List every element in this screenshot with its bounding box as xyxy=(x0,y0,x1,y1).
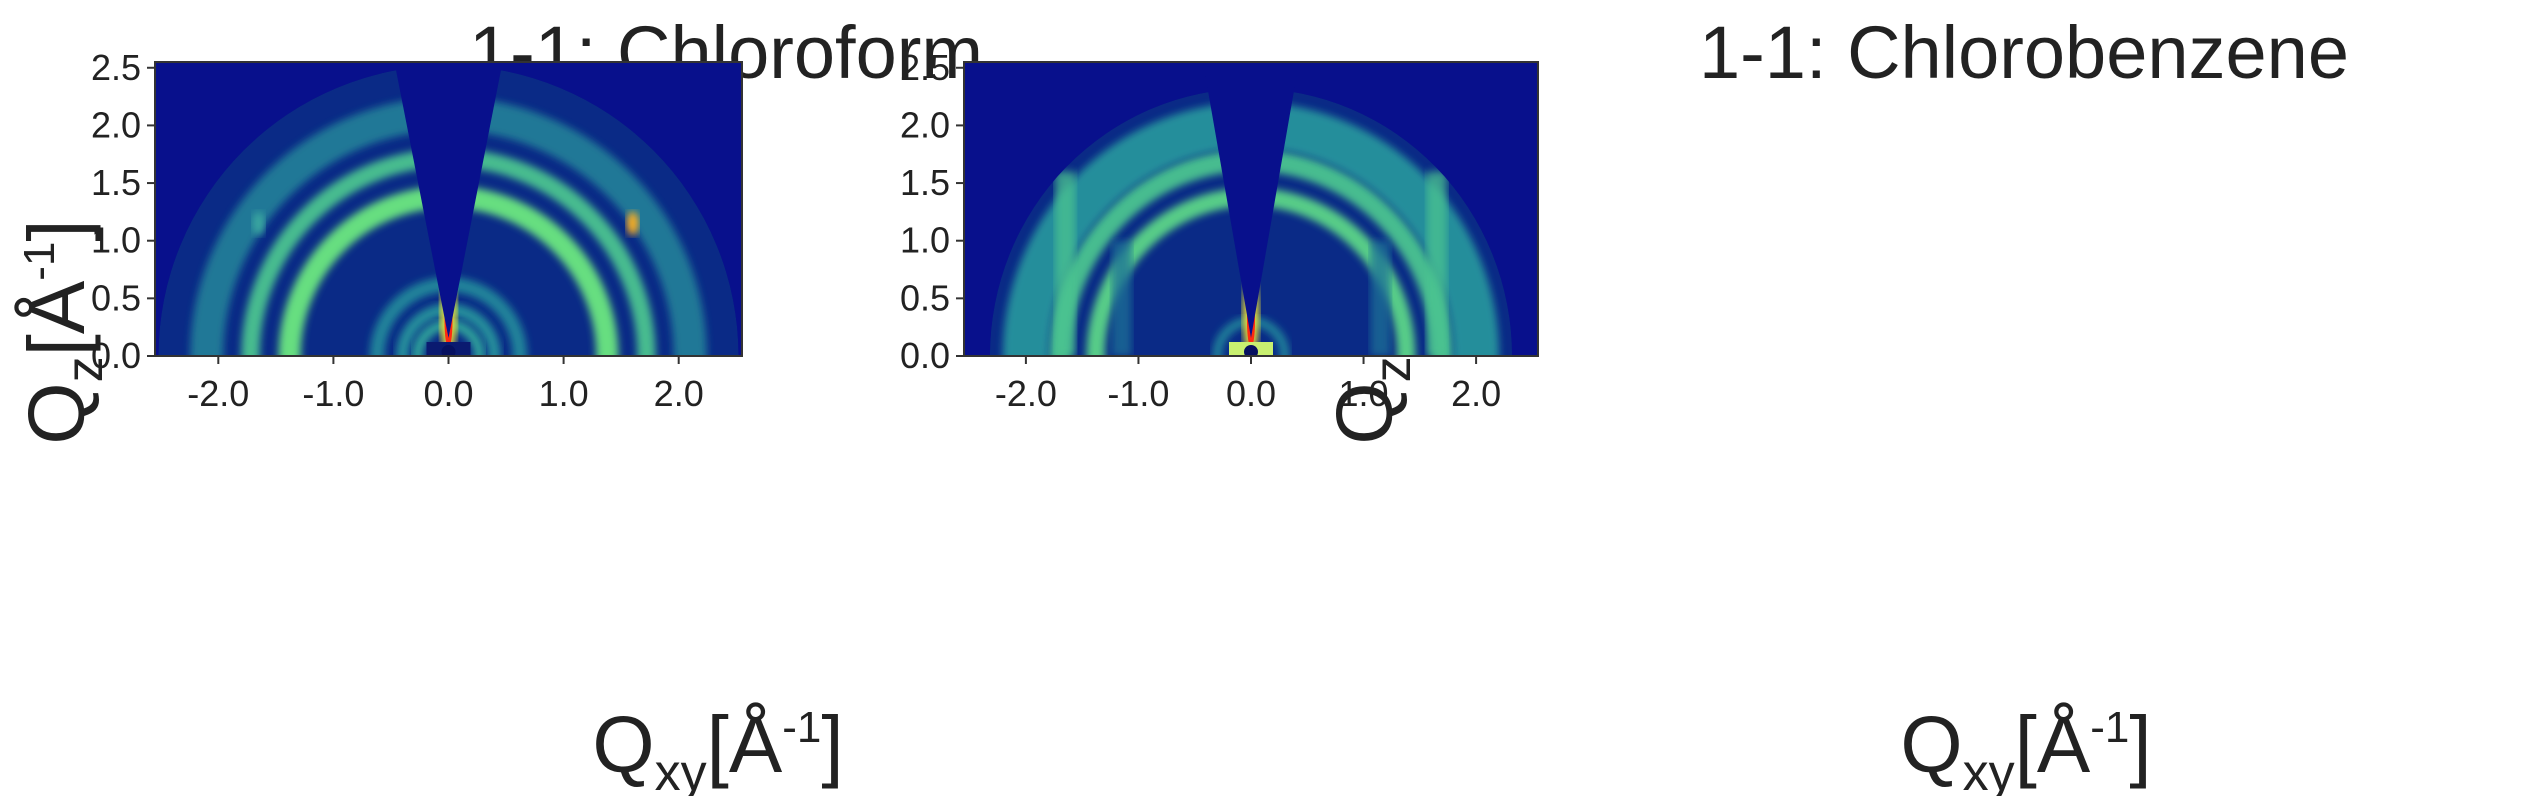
plot-area: -2.0 -1.0 0.0 1.0 2.0 0.0 0.5 1.0 1.5 2.0 2.5 xyxy=(91,47,743,414)
rod-0 xyxy=(1055,171,1076,356)
x-tick-label: -2.0 xyxy=(187,373,249,414)
rod-3 xyxy=(1370,240,1391,356)
xlabel: Qxy[Å-1] xyxy=(1900,700,2151,796)
y-tick-label: 1.0 xyxy=(91,220,141,261)
y-tick-label: 1.5 xyxy=(91,162,141,203)
x-tick-label: 1.0 xyxy=(539,373,589,414)
x-tick-label: 0.0 xyxy=(423,373,473,414)
y-tick-label: 2.5 xyxy=(91,47,141,88)
rod-2 xyxy=(1111,240,1132,356)
plot-area: -2.0 -1.0 0.0 1.0 2.0 0.0 0.5 1.0 1.5 2.0 2.5 xyxy=(900,47,1539,414)
svg-text:Qz[Å-1]: Qz[Å-1] xyxy=(12,219,114,444)
y-tick-label: 2.0 xyxy=(91,104,141,145)
x-tick-label: 2.0 xyxy=(1451,373,1501,414)
y-tick-label: 1.0 xyxy=(900,220,950,261)
chart-panel-chloroform: 1-1: Chloroform Qz[Å-1] Qxy[Å-1] -2.0 -1.… xyxy=(12,11,983,796)
detector-edge-mask xyxy=(964,62,1538,356)
beamstop-center xyxy=(441,345,456,356)
x-tick-label: 1.0 xyxy=(1339,373,1389,414)
detector-edge-mask xyxy=(155,62,742,356)
y-tick-label: 0.0 xyxy=(91,335,141,376)
x-tick-label: -2.0 xyxy=(995,373,1057,414)
y-tick-label: 2.0 xyxy=(900,104,950,145)
xlabel: Qxy[Å-1] xyxy=(592,700,843,796)
x-tick-label: -1.0 xyxy=(1107,373,1169,414)
x-tick-label: -1.0 xyxy=(302,373,364,414)
missing-wedge xyxy=(394,62,503,338)
svg-text:Qxy[Å-1]: Qxy[Å-1] xyxy=(592,700,843,796)
y-tick-label: 0.5 xyxy=(91,277,141,318)
chart-panel-chlorobenzene: 1-1: Chlorobenzene Qz[Å-1] Qxy[Å-1] -2.0… xyxy=(900,11,2349,796)
beamstop-center xyxy=(1244,345,1258,356)
x-tick-label: 2.0 xyxy=(654,373,704,414)
rod-1 xyxy=(1426,171,1447,356)
svg-text:Qxy[Å-1]: Qxy[Å-1] xyxy=(1900,700,2151,796)
y-tick-label: 0.5 xyxy=(900,277,950,318)
chart-title: 1-1: Chlorobenzene xyxy=(1699,11,2349,94)
ylabel: Qz[Å-1] xyxy=(12,219,114,444)
y-tick-label: 2.5 xyxy=(900,47,950,88)
spot-1 xyxy=(252,211,265,236)
spot-0 xyxy=(626,211,639,236)
y-tick-label: 0.0 xyxy=(900,335,950,376)
y-tick-label: 1.5 xyxy=(900,162,950,203)
missing-wedge xyxy=(1203,62,1299,338)
x-tick-label: 0.0 xyxy=(1226,373,1276,414)
